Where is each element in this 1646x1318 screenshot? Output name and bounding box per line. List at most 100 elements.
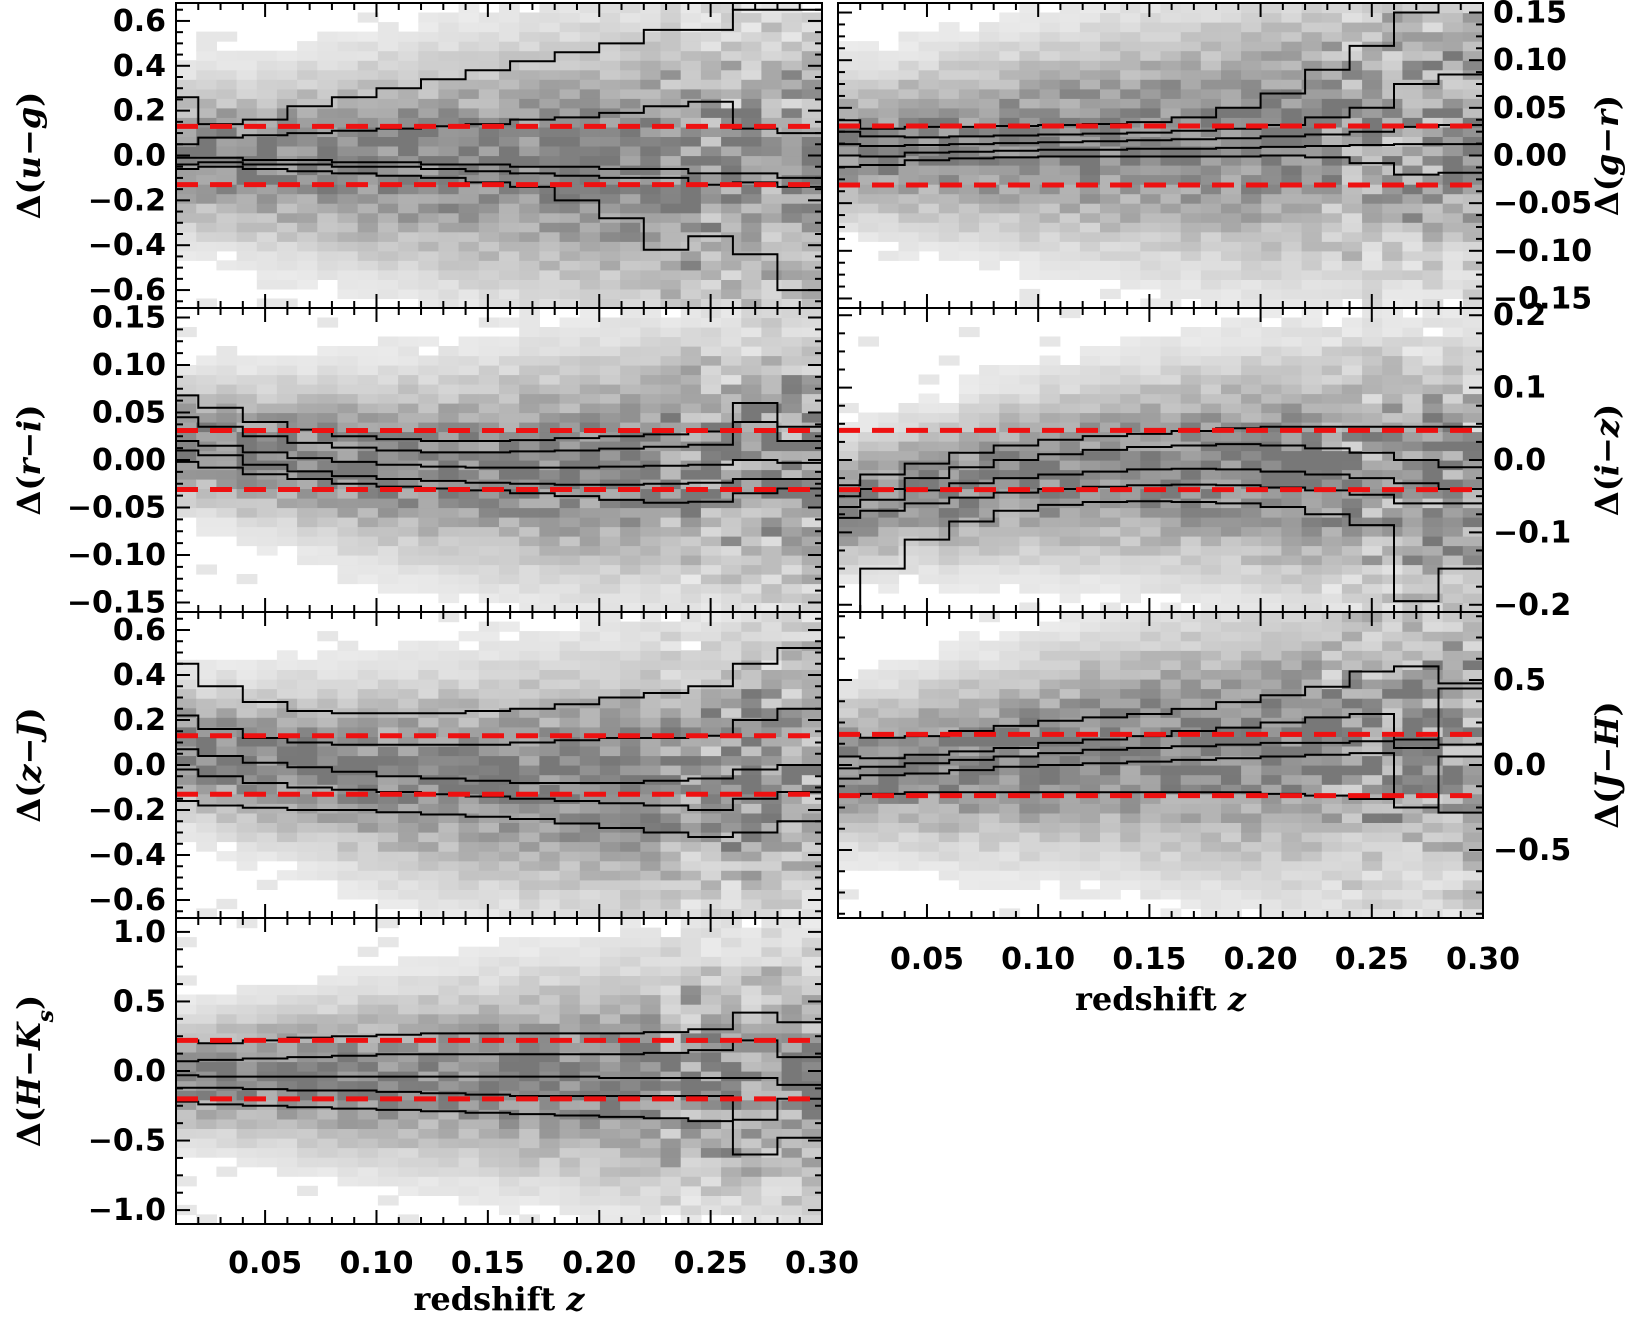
y-tick-label: −0.2 bbox=[88, 183, 166, 218]
y-tick-label: 0.1 bbox=[1493, 371, 1546, 406]
y-tick-label: 0.2 bbox=[1493, 298, 1546, 333]
y-tick-label: −0.6 bbox=[88, 883, 166, 918]
y-tick-label: 0.05 bbox=[1493, 91, 1567, 126]
density-heatmap bbox=[838, 3, 1483, 308]
percentile-contours bbox=[176, 1011, 822, 1156]
y-tick-label: 0.0 bbox=[1493, 748, 1546, 783]
y-tick-label: 0.4 bbox=[113, 658, 166, 693]
contour-p90 bbox=[176, 647, 822, 715]
y-tick-label: −0.4 bbox=[88, 838, 166, 873]
y-tick-label: −0.1 bbox=[1493, 515, 1571, 550]
y-tick-label: 0.10 bbox=[92, 348, 166, 383]
x-tick-label: 0.15 bbox=[451, 1246, 525, 1281]
y-axis-title: Δ(g−r) bbox=[1588, 95, 1626, 216]
y-tick-label: −0.2 bbox=[88, 793, 166, 828]
contour-p25 bbox=[176, 161, 822, 188]
y-tick-label: 0.05 bbox=[92, 396, 166, 431]
plot-area bbox=[176, 308, 822, 612]
y-tick-label: 0.15 bbox=[1493, 0, 1567, 31]
plot-area bbox=[838, 612, 1483, 918]
contour-p25 bbox=[838, 143, 1483, 158]
contour-p50 bbox=[838, 124, 1483, 147]
y-axis-title: Δ(u−g) bbox=[10, 92, 48, 220]
percentile-contours bbox=[838, 3, 1483, 176]
y-tick-label: −0.05 bbox=[67, 491, 166, 526]
density-heatmap bbox=[176, 308, 822, 612]
density-heatmap bbox=[838, 612, 1483, 918]
panel-H-Ks: −1.0 −0.5 0.0 0.5 1.0 0.05 0.10 0.15 0.20 0.25 0.3… bbox=[10, 915, 859, 1318]
x-tick-label: 0.05 bbox=[228, 1246, 302, 1281]
plot-area bbox=[176, 3, 822, 308]
contour-p10 bbox=[838, 154, 1483, 176]
y-tick-label: 0.0 bbox=[113, 748, 166, 783]
x-tick-label: 0.10 bbox=[339, 1246, 413, 1281]
contour-p50 bbox=[176, 440, 822, 469]
contour-p75 bbox=[838, 443, 1483, 498]
contour-p25 bbox=[838, 752, 1483, 809]
y-tick-label: 0.0 bbox=[113, 139, 166, 174]
y-axis-title: Δ(i−z) bbox=[1588, 404, 1626, 516]
y-tick-label: 1.0 bbox=[113, 915, 166, 950]
contour-p10 bbox=[838, 791, 1483, 814]
plot-area bbox=[176, 918, 822, 1224]
y-tick-label: −0.10 bbox=[1493, 234, 1592, 269]
y-tick-label: −0.5 bbox=[1493, 833, 1571, 868]
y-tick-label: −0.5 bbox=[88, 1124, 166, 1159]
y-tick-label: 0.00 bbox=[92, 443, 166, 478]
density-heatmap bbox=[176, 612, 822, 918]
contour-p50 bbox=[176, 1074, 822, 1086]
x-tick-label: 0.20 bbox=[562, 1246, 636, 1281]
x-axis-title: redshift z bbox=[1075, 980, 1247, 1018]
x-tick-label: 0.10 bbox=[1001, 942, 1075, 977]
y-axis-title: Δ(J−H) bbox=[1588, 701, 1626, 828]
x-tick-label: 0.30 bbox=[1446, 942, 1520, 977]
y-tick-label: −0.05 bbox=[1493, 186, 1592, 221]
plot-area bbox=[176, 612, 822, 918]
y-axis-title: Δ(r−i) bbox=[10, 405, 48, 516]
contour-p10 bbox=[838, 500, 1483, 612]
y-tick-label: −0.2 bbox=[1493, 588, 1571, 623]
y-tick-label: 0.15 bbox=[92, 301, 166, 336]
contour-p50 bbox=[176, 156, 822, 179]
y-tick-label: 0.2 bbox=[113, 94, 166, 129]
density-heatmap bbox=[838, 308, 1483, 612]
contour-p50 bbox=[176, 748, 822, 784]
contour-p10 bbox=[176, 800, 822, 838]
y-tick-label: −0.15 bbox=[1493, 281, 1592, 316]
y-tick-label: 0.6 bbox=[113, 4, 166, 39]
y-tick-label: 0.10 bbox=[1493, 43, 1567, 78]
x-tick-label: 0.15 bbox=[1112, 942, 1186, 977]
panel-i-z: −0.2 −0.1 0.0 0.1 0.2 Δ(i−z) bbox=[837, 298, 1626, 623]
panel-g-r: −0.15 −0.10 −0.05 0.00 0.05 0.10 0.15 Δ(g−r) bbox=[837, 0, 1626, 316]
x-axis-title: redshift z bbox=[414, 1280, 586, 1318]
plot-area bbox=[838, 3, 1483, 308]
y-tick-label: 0.2 bbox=[113, 703, 166, 738]
contour-p90 bbox=[838, 425, 1483, 487]
y-tick-label: −0.10 bbox=[67, 538, 166, 573]
panel-u-g: −0.6 −0.4 −0.2 0.0 0.2 0.4 0.6 Δ(u−g) bbox=[10, 2, 823, 309]
contour-p75 bbox=[176, 416, 822, 454]
contour-p75 bbox=[838, 73, 1483, 139]
x-tick-label: 0.25 bbox=[1335, 942, 1409, 977]
contour-p50 bbox=[838, 738, 1483, 770]
x-tick-label: 0.25 bbox=[674, 1246, 748, 1281]
y-tick-label: 0.00 bbox=[1493, 139, 1567, 174]
contour-p90 bbox=[838, 3, 1483, 130]
y-tick-label: −0.15 bbox=[67, 586, 166, 621]
y-tick-label: −0.6 bbox=[88, 273, 166, 308]
y-axis-title: Δ(H−Ks) bbox=[10, 995, 59, 1147]
contour-p90 bbox=[176, 8, 822, 126]
y-tick-label: 0.0 bbox=[113, 1054, 166, 1089]
panel-J-H: −0.5 0.0 0.5 0.05 0.10 0.15 0.20 0.25 0.30 redshi… bbox=[837, 611, 1626, 1018]
y-tick-label: 0.4 bbox=[113, 49, 166, 84]
contour-p10 bbox=[176, 1100, 822, 1156]
y-tick-label: 0.6 bbox=[113, 613, 166, 648]
contour-p75 bbox=[176, 1039, 822, 1063]
x-tick-label: 0.30 bbox=[785, 1246, 859, 1281]
y-tick-label: 0.5 bbox=[113, 984, 166, 1019]
plot-area bbox=[838, 308, 1483, 612]
y-tick-label: 0.0 bbox=[1493, 443, 1546, 478]
panel-r-i: −0.15 −0.10 −0.05 0.00 0.05 0.10 0.15 Δ(r−i) bbox=[10, 301, 823, 621]
y-tick-label: −1.0 bbox=[88, 1193, 166, 1228]
